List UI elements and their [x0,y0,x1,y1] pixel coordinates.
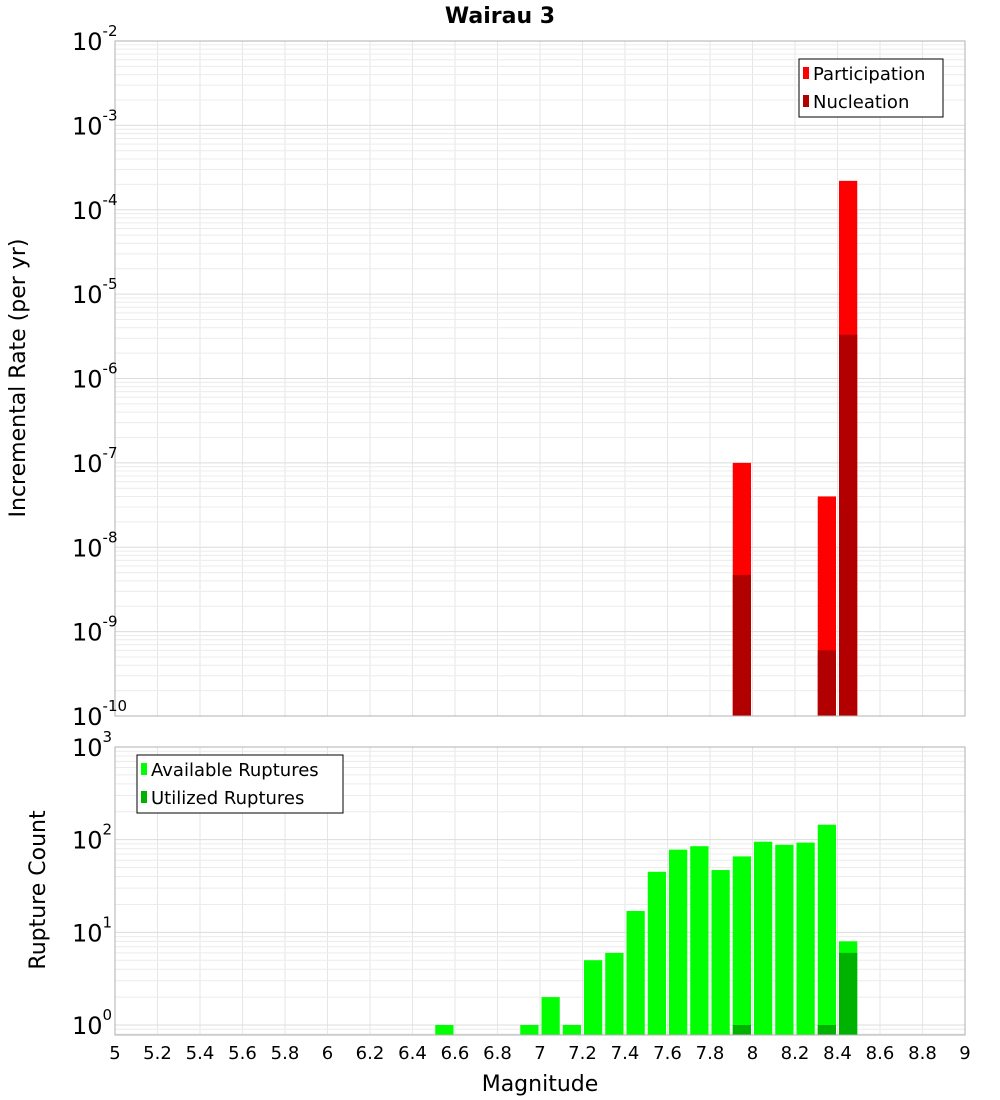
bottom-panel: 100 101 102 103 5 5.2 5.4 5.6 5.8 6 6.2 6.4 6.6 6.8 7 7… [72,728,971,1064]
x-tick-label: 5.6 [228,1043,257,1064]
x-tick-label: 5.2 [143,1043,172,1064]
bottom-bar-available-ruptures [690,846,709,1035]
y-tick-label: 10-5 [72,275,118,309]
bottom-y-axis-label: Rupture Count [26,810,51,970]
bottom-bar-available-ruptures [584,960,603,1035]
x-axis-label: Magnitude [482,1072,599,1097]
bottom-bar-available-ruptures [647,871,666,1035]
bottom-bar-available-ruptures [817,824,836,1035]
bottom-bar-utilized-ruptures [732,1025,751,1035]
x-tick-label: 8.6 [866,1043,895,1064]
y-tick-label: 10-9 [72,613,118,647]
y-tick-label: 10-6 [72,360,118,394]
top-grid [114,40,966,717]
bottom-y-ticks: 100 101 102 103 [72,728,112,1040]
legend-swatch [141,791,147,803]
bottom-bar-available-ruptures [541,997,560,1035]
bottom-bar-available-ruptures [626,910,645,1035]
legend-swatch [803,67,809,79]
x-tick-label: 7.2 [568,1043,597,1064]
y-tick-label: 10-8 [72,528,118,562]
x-tick-label: 6 [322,1043,333,1064]
bottom-bar-available-ruptures [711,870,730,1035]
x-ticks: 5 5.2 5.4 5.6 5.8 6 6.2 6.4 6.6 6.8 7 7.2 7.4 7.6 7.8 8… [109,1043,970,1064]
series-nucleation [732,334,858,716]
x-tick-label: 5 [109,1043,120,1064]
legend-label: Nucleation [813,92,909,113]
top-bar-nucleation [839,334,858,716]
legend-label: Utilized Ruptures [151,788,304,809]
x-tick-label: 7.8 [696,1043,725,1064]
top-legend: Participation Nucleation [798,58,944,118]
x-tick-label: 8.8 [908,1043,937,1064]
x-tick-label: 8 [747,1043,758,1064]
bottom-bar-available-ruptures [775,844,794,1035]
top-plot-frame [114,40,966,717]
chart-title: Wairau 3 [445,4,555,29]
x-tick-label: 6.8 [483,1043,512,1064]
bottom-bar-available-ruptures [754,841,773,1035]
top-y-ticks: 10-10 10-9 10-8 10-7 10-6 10-5 10-4 10-3 10-2 [72,22,127,731]
legend-swatch [803,95,809,107]
top-bar-nucleation [817,650,836,716]
x-tick-label: 8.4 [823,1043,852,1064]
legend-label: Participation [813,64,925,85]
legend-label: Available Ruptures [151,760,319,781]
bottom-bar-available-ruptures [669,849,688,1035]
legend-swatch [141,763,147,775]
y-tick-label: 10-2 [72,22,118,56]
bottom-bar-utilized-ruptures [839,952,858,1035]
y-tick-label: 103 [72,728,112,762]
y-tick-label: 10-4 [72,191,118,225]
bottom-plot-frame [114,746,966,1036]
x-tick-label: 6.2 [356,1043,385,1064]
bottom-bar-available-ruptures [796,842,815,1035]
x-tick-label: 7 [534,1043,545,1064]
bottom-bar-utilized-ruptures [817,1025,836,1035]
top-bar-nucleation [732,574,751,716]
x-tick-label: 8.2 [781,1043,810,1064]
bottom-bar-available-ruptures [732,856,751,1035]
y-tick-label: 10-3 [72,106,118,140]
y-tick-label: 102 [72,821,112,855]
y-tick-label: 10-10 [72,697,127,731]
bottom-bar-available-ruptures [562,1025,581,1035]
y-tick-label: 101 [72,913,112,947]
legend-box [798,58,944,118]
bottom-legend: Available Ruptures Utilized Ruptures [136,754,344,814]
y-tick-label: 10-7 [72,444,118,478]
x-tick-label: 5.4 [186,1043,215,1064]
bottom-bar-available-ruptures [435,1025,454,1035]
legend-box [136,754,344,814]
y-tick-label: 100 [72,1006,112,1040]
x-tick-label: 5.8 [271,1043,300,1064]
series-utilized-ruptures [732,952,858,1035]
bottom-bar-available-ruptures [605,952,624,1035]
top-y-axis-label: Incremental Rate (per yr) [6,239,31,518]
x-tick-label: 6.4 [398,1043,427,1064]
top-panel: 10-10 10-9 10-8 10-7 10-6 10-5 10-4 10-3 10-2 Par… [72,22,966,731]
x-tick-label: 7.4 [611,1043,640,1064]
bottom-bar-available-ruptures [520,1025,539,1035]
x-tick-label: 6.6 [441,1043,470,1064]
x-tick-label: 9 [959,1043,970,1064]
x-tick-label: 7.6 [653,1043,682,1064]
